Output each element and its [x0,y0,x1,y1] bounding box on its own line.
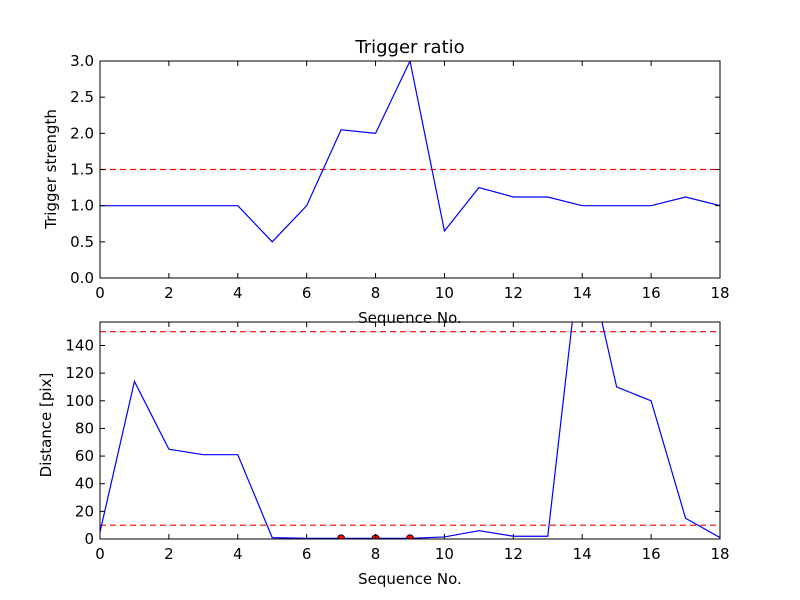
x-tick-label: 14 [573,284,592,302]
ticks-layer: 0 2 4 6 8 10 12 14 16 18 0 20 40 60 80 100 120 140 [65,322,730,563]
x-tick-label: 0 [95,284,105,302]
x-axis-label: Sequence No. [358,309,462,327]
x-axis-label: Sequence No. [358,570,462,588]
x-tick-label: 12 [504,545,523,563]
series-line [100,322,720,539]
data-point-marker [406,534,414,539]
x-tick-label: 16 [642,545,661,563]
trigger-ratio-subplot: Trigger ratio 0 2 4 6 8 10 12 14 16 18 0.0 0.5 1.0 1.… [42,37,730,327]
y-tick-label: 60 [75,447,94,465]
y-axis-label: Trigger strength [42,109,60,230]
chart-title: Trigger ratio [354,37,464,58]
series-line [100,61,720,243]
x-tick-label: 0 [95,545,105,563]
plot-layer [100,322,720,539]
x-tick-label: 6 [302,545,312,563]
y-tick-label: 20 [75,502,94,520]
x-tick-label: 6 [302,284,312,302]
y-tick-label: 0 [84,530,94,548]
y-tick-label: 2.5 [70,88,94,106]
x-tick-label: 8 [371,545,381,563]
x-tick-label: 8 [371,284,381,302]
x-tick-label: 16 [642,284,661,302]
y-tick-label: 1.0 [70,197,94,215]
x-tick-label: 2 [164,545,174,563]
y-tick-label: 2.0 [70,124,94,142]
plot-layer [100,61,720,243]
x-tick-label: 4 [233,545,243,563]
y-tick-label: 0.0 [70,269,94,287]
x-tick-label: 10 [435,284,454,302]
distance-subplot: 0 2 4 6 8 10 12 14 16 18 0 20 40 60 80 100 120 140 Sequen… [37,321,730,588]
x-tick-label: 18 [710,284,729,302]
y-tick-label: 1.5 [70,161,94,179]
x-tick-label: 4 [233,284,243,302]
y-tick-label: 3.0 [70,52,94,70]
y-tick-label: 0.5 [70,233,94,251]
x-tick-label: 14 [573,545,592,563]
x-tick-label: 12 [504,284,523,302]
y-axis-label: Distance [pix] [37,373,55,478]
y-tick-label: 80 [75,419,94,437]
data-point-marker [337,534,346,539]
x-tick-label: 18 [710,545,729,563]
x-tick-label: 2 [164,284,174,302]
y-tick-label: 140 [65,336,94,354]
ticks-layer: 0 2 4 6 8 10 12 14 16 18 0.0 0.5 1.0 1.5 2.0 2.5 3.0 [70,52,729,302]
y-tick-label: 100 [65,392,94,410]
x-tick-label: 10 [435,545,454,563]
y-tick-label: 40 [75,475,94,493]
y-tick-label: 120 [65,364,94,382]
axes-frame [99,321,721,540]
